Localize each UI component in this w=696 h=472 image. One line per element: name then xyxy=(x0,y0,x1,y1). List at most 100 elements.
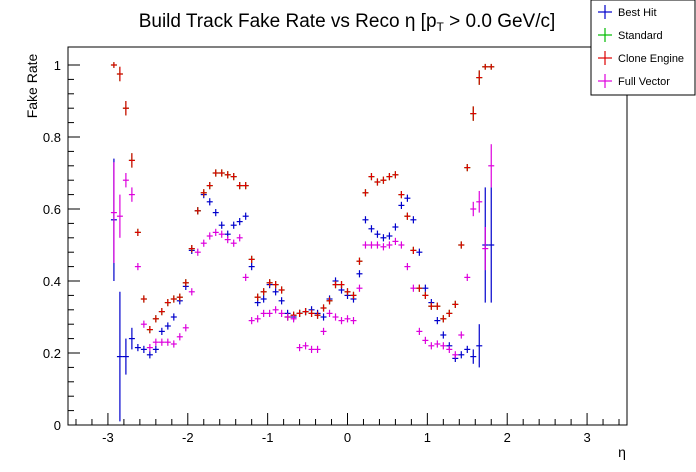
data-point xyxy=(326,309,333,317)
data-point xyxy=(212,228,219,236)
data-point xyxy=(236,234,243,242)
data-point xyxy=(410,246,417,254)
legend-label: Standard xyxy=(618,30,663,42)
x-tick-label: 0 xyxy=(344,430,351,445)
chart-title: Build Track Fake Rate vs Reco η [pT > 0.… xyxy=(139,11,556,34)
data-point xyxy=(236,218,243,226)
data-point xyxy=(356,284,363,292)
y-tick-label: 0.6 xyxy=(43,202,61,217)
data-point xyxy=(344,315,351,323)
data-point xyxy=(374,230,381,238)
data-point xyxy=(332,313,339,321)
data-point xyxy=(278,297,285,305)
data-point xyxy=(158,308,165,316)
data-point xyxy=(356,257,363,265)
data-point xyxy=(164,299,171,307)
data-point xyxy=(380,176,387,184)
data-point xyxy=(434,340,441,348)
data-point xyxy=(212,169,219,177)
data-point xyxy=(476,191,483,213)
data-point xyxy=(488,63,495,70)
data-point xyxy=(380,243,387,251)
data-point xyxy=(464,273,471,281)
data-point xyxy=(200,189,207,197)
data-point xyxy=(248,317,255,325)
data-point xyxy=(302,342,309,350)
data-point xyxy=(230,173,237,181)
data-point xyxy=(200,239,207,247)
data-point xyxy=(314,345,321,353)
data-point xyxy=(182,279,189,287)
data-point xyxy=(368,241,375,249)
data-point xyxy=(464,164,471,172)
data-point xyxy=(434,302,441,310)
data-point xyxy=(440,315,447,323)
y-tick-label: 0.2 xyxy=(43,346,61,361)
legend-entry: Clone Engine xyxy=(598,51,684,65)
data-point xyxy=(242,273,249,281)
data-point xyxy=(428,342,435,350)
data-point xyxy=(248,255,255,263)
data-point xyxy=(218,169,225,177)
y-tick-label: 0.4 xyxy=(43,274,61,289)
data-point xyxy=(218,230,225,238)
legend-entry: Standard xyxy=(598,28,663,42)
data-point xyxy=(296,309,303,317)
data-point xyxy=(116,291,123,422)
data-point xyxy=(188,288,195,296)
data-point xyxy=(260,295,267,303)
data-point xyxy=(362,189,369,197)
data-point xyxy=(224,236,231,244)
data-point xyxy=(254,293,261,301)
data-point xyxy=(482,227,489,271)
data-point xyxy=(272,281,279,289)
legend-entry: Full Vector xyxy=(598,74,670,88)
data-point xyxy=(128,187,135,202)
data-point xyxy=(146,326,153,334)
data-point xyxy=(236,182,243,190)
data-point xyxy=(308,309,315,317)
data-point xyxy=(476,324,483,368)
x-tick-label: 3 xyxy=(583,430,590,445)
data-point xyxy=(476,70,483,85)
data-point xyxy=(392,237,399,245)
data-point xyxy=(404,194,411,202)
data-point xyxy=(284,313,291,321)
data-point xyxy=(110,62,117,68)
data-point xyxy=(422,336,429,344)
y-axis-label: Fake Rate xyxy=(24,53,40,118)
data-point xyxy=(122,173,129,188)
data-point xyxy=(182,324,189,332)
data-point xyxy=(206,232,213,240)
y-tick-label: 0 xyxy=(54,418,61,433)
data-point xyxy=(290,315,297,323)
data-point xyxy=(458,331,465,339)
data-point xyxy=(350,291,357,299)
data-point xyxy=(152,338,159,346)
data-point xyxy=(122,338,129,375)
data-point xyxy=(404,212,411,220)
y-tick-label: 1 xyxy=(54,58,61,73)
data-point xyxy=(140,345,147,353)
data-point xyxy=(206,198,213,206)
data-point xyxy=(230,221,237,229)
data-point xyxy=(434,317,441,325)
data-point xyxy=(260,288,267,296)
data-point xyxy=(296,344,303,352)
data-point xyxy=(326,297,333,305)
data-point xyxy=(272,306,279,314)
data-point xyxy=(488,187,495,303)
x-tick-label: 1 xyxy=(424,430,431,445)
data-point xyxy=(278,309,285,317)
data-point xyxy=(440,342,447,350)
data-point xyxy=(344,288,351,296)
data-point xyxy=(470,349,477,364)
data-point xyxy=(416,248,423,256)
data-point xyxy=(386,173,393,181)
data-point xyxy=(488,144,495,188)
data-point xyxy=(302,308,309,316)
data-point xyxy=(392,223,399,231)
data-point xyxy=(218,221,225,229)
data-point xyxy=(416,284,423,292)
data-point xyxy=(398,201,405,209)
